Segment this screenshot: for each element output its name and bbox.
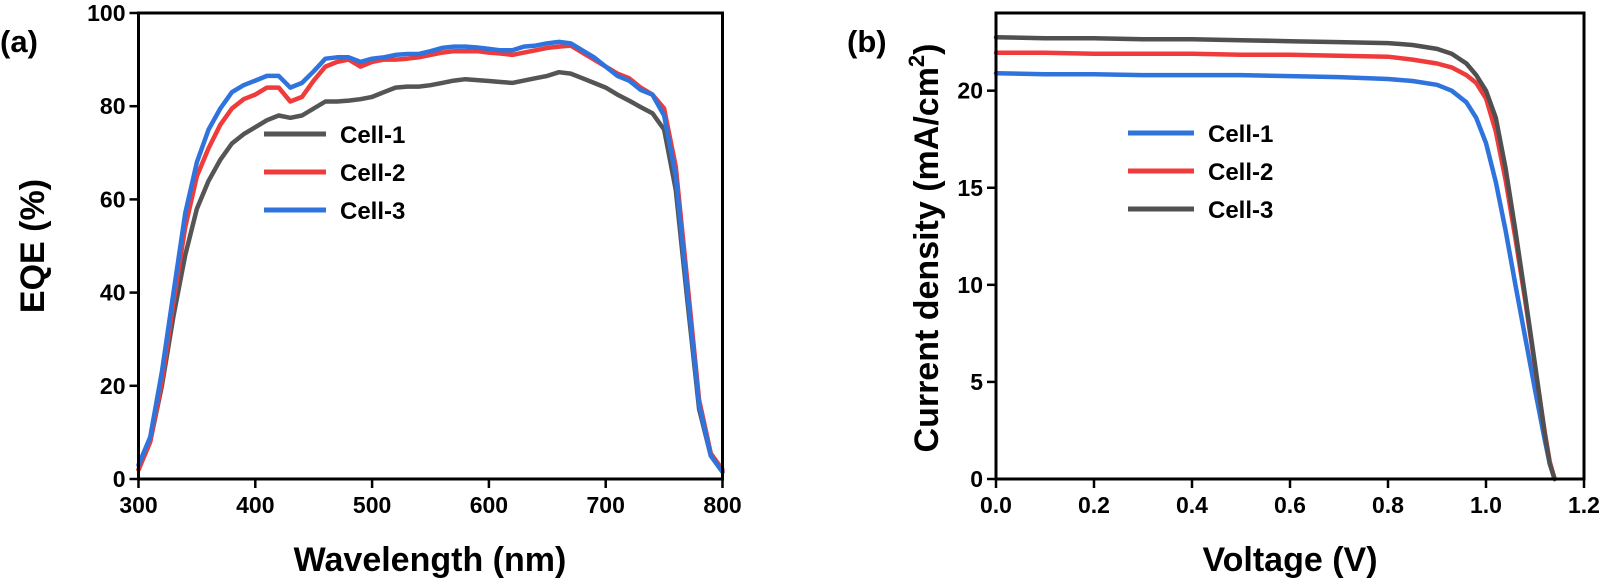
b-x-tick-label: 1.2 [1568,492,1600,518]
b-x-tick-label: 1.0 [1470,492,1502,518]
panel-b-x-axis-label: Voltage (V) [1202,541,1377,579]
panel-a-plot-frame [137,11,724,481]
a-x-tick-label: 400 [236,492,274,518]
panel-b-jv-chart: (b) 0.0 0.2 0.4 0.6 0.8 1.0 1.2 0 5 10 15 20 Cell-1… [847,11,1600,579]
b-series-line-cell-2 [993,50,1557,482]
a-y-tick-label: 80 [100,93,126,119]
b-x-tick-label: 0.2 [1078,492,1110,518]
panel-a-y-axis-label: EQE (%) [14,179,52,313]
a-legend-label-cell-1: Cell-1 [340,122,405,149]
b-series-line-cell-3 [993,35,1557,482]
a-y-tick-label: 20 [100,373,126,399]
a-series-line-cell-1 [136,69,725,475]
b-series-line-cell-1 [993,70,1557,482]
b-x-tick-label: 0.8 [1372,492,1404,518]
b-y-tick-label: 10 [957,272,983,298]
a-x-tick-label: 600 [470,492,508,518]
a-x-tick-label: 500 [353,492,391,518]
b-legend-label-cell-1: Cell-1 [1208,121,1273,148]
panel-b-legend: Cell-1 Cell-2 Cell-3 [1128,121,1273,224]
a-series-line-cell-2 [136,43,725,472]
b-x-tick-label: 0.0 [980,492,1012,518]
a-x-tick-label: 800 [703,492,741,518]
a-legend-label-cell-3: Cell-3 [340,198,405,225]
panel-a-legend: Cell-1 Cell-2 Cell-3 [264,122,405,225]
a-y-tick-label: 60 [100,186,126,212]
panel-b-plot-frame [994,11,1586,481]
a-legend-label-cell-2: Cell-2 [340,160,405,187]
panel-b-label: (b) [847,24,887,59]
b-legend-label-cell-3: Cell-3 [1208,197,1273,224]
a-x-tick-label: 700 [587,492,625,518]
panel-a-x-axis-label: Wavelength (nm) [294,541,567,579]
panel-b-y-axis-label: Current density (mA/cm2) [904,44,946,453]
a-y-tick-label: 0 [113,466,126,492]
a-y-tick-label: 40 [100,280,126,306]
panel-a-label: (a) [0,24,38,59]
panel-a-eqe-chart: (a) 300 400 500 600 700 800 0 20 40 60 80 100 Cell-… [0,0,742,579]
b-y-tick-label: 0 [970,466,983,492]
b-y-tick-label: 15 [957,175,983,201]
a-x-tick-label: 300 [119,492,157,518]
b-x-tick-label: 0.6 [1274,492,1306,518]
a-y-tick-label: 100 [87,0,125,26]
a-series-line-cell-3 [136,39,725,475]
b-y-tick-label: 20 [957,78,983,104]
b-legend-label-cell-2: Cell-2 [1208,159,1273,186]
b-x-tick-label: 0.4 [1176,492,1208,518]
b-y-tick-label: 5 [970,369,983,395]
